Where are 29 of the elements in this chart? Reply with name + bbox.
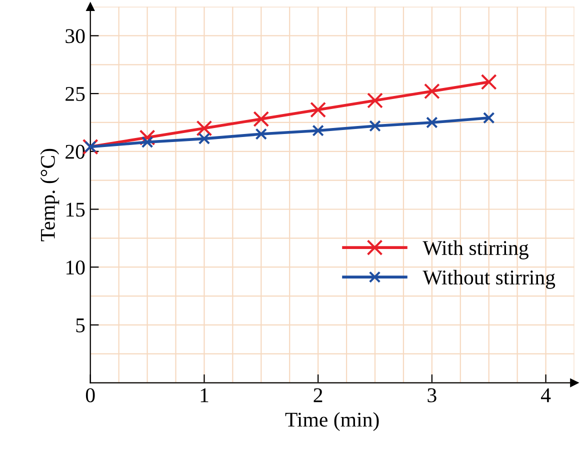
point: [312, 124, 324, 136]
y-tick-label: 30: [66, 29, 85, 44]
y-tick-label: 25: [66, 86, 85, 101]
legend-label: With stirring: [422, 240, 528, 260]
point: [141, 136, 154, 148]
point: [369, 120, 381, 132]
point: [367, 92, 383, 108]
legend-label: Without stirring: [422, 270, 556, 289]
y-tick-label: 20: [66, 144, 85, 159]
x-tick-label: 1: [200, 388, 208, 402]
point: [424, 83, 440, 100]
y-tick-label: 15: [66, 202, 85, 217]
x-tick-label: 3: [428, 388, 436, 402]
point: [310, 102, 326, 118]
point: [196, 120, 212, 136]
point: [482, 112, 495, 124]
point: [139, 130, 156, 146]
y-axis-title: Temp. (°C): [40, 148, 60, 242]
point: [426, 116, 438, 128]
point: [480, 74, 497, 90]
x-tick-label: 4: [540, 388, 551, 402]
point: [253, 111, 270, 128]
x-tick-label: 0: [86, 388, 95, 402]
x-tick-label: 2: [314, 388, 322, 402]
point: [198, 132, 210, 145]
x-axis-title: Time (min): [285, 412, 379, 431]
point: [255, 128, 268, 140]
y-tick-label: 10: [66, 260, 85, 275]
y-tick-label: 5: [76, 318, 85, 332]
